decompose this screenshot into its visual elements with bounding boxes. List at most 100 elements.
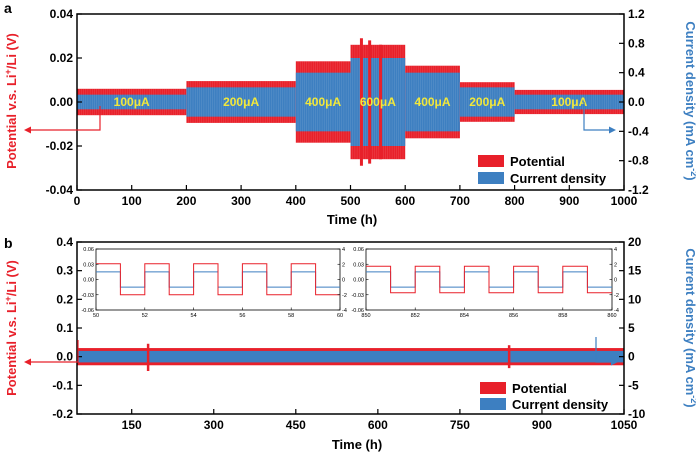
inset-0-y-right-tick-label-3: -2 <box>342 293 347 299</box>
inset-1-y-left-tick-label-4: -0.06 <box>351 308 364 314</box>
panel-a-x-tick-label-3: 300 <box>231 194 251 208</box>
inset-1-x-tick-label-4: 858 <box>558 313 567 319</box>
panel-a-letter: a <box>4 0 12 16</box>
inset-0-potential-line <box>96 263 340 296</box>
inset-0-y-left-tick-label-1: 0.03 <box>83 262 94 268</box>
panel-b-letter: b <box>4 235 13 251</box>
panel-a-x-tick-label-6: 600 <box>395 194 415 208</box>
inset-1-x-tick-label-5: 860 <box>607 313 616 319</box>
inset-0-x-tick-label-2: 54 <box>191 313 197 319</box>
panel-a-current-band-3 <box>350 58 406 146</box>
panel-a-segment-label-1: 200μA <box>223 95 259 109</box>
inset-1-y-left-tick-label-3: -0.03 <box>351 293 364 299</box>
panel-b-legend-potential-label: Potential <box>512 381 567 396</box>
panel-a-x-tick-label-7: 700 <box>450 194 470 208</box>
panel-a-cycle-lines-1 <box>186 81 294 123</box>
panel-a-current-band-1 <box>186 87 296 117</box>
inset-0-x-tick-label-4: 58 <box>288 313 294 319</box>
panel-b-x-axis-title: Time (h) <box>332 437 382 452</box>
panel-b-y-right-tick-label-2: 0 <box>628 350 635 364</box>
panel-a-segment-label-5: 200μA <box>469 95 505 109</box>
inset-1: 850 852 854 856 858 860 0.06 0.03 0.00 -0.03 -0.06… <box>351 247 618 319</box>
panel-a-segment-label-3: 600μA <box>360 95 396 109</box>
panel-b-y-left-tick-label-2: 0.0 <box>56 350 73 364</box>
panel-b-y-right-tick-label-4: 10 <box>628 292 642 306</box>
panel-b-axes: 150 300 450 600 750 900 1050-0.2-0.10.00.10.20… <box>52 235 645 432</box>
panel-a-y-left-tick-label-4: 0.04 <box>50 7 74 21</box>
panel-b-right-arrowhead <box>611 358 618 366</box>
inset-0-x-tick-label-1: 52 <box>142 313 148 319</box>
panel-b-y-right-tick-label-5: 15 <box>628 264 642 278</box>
panel-a-legend-potential-label: Potential <box>510 154 565 169</box>
panel-a-x-tick-label-9: 900 <box>559 194 579 208</box>
panel-b-arrows <box>24 337 618 366</box>
panel-b-x-tick-label-1: 300 <box>204 418 224 432</box>
panel-a-x-tick-label-1: 100 <box>122 194 142 208</box>
panel-b-y-right-tick-label-6: 20 <box>628 235 642 249</box>
panel-a-y-left-tick-label-0: -0.04 <box>46 183 74 197</box>
inset-0-y-right-tick-label-2: 0 <box>342 278 345 284</box>
panel-a-arrows <box>24 102 616 134</box>
panel-b-y-left-tick-label-1: -0.1 <box>52 378 73 392</box>
panel-b-y-right-tick-label-3: 5 <box>628 321 635 335</box>
panel-a-current-band-2 <box>295 72 351 132</box>
panel-b-left-arrowhead <box>24 358 31 366</box>
panel-a-current-band-4 <box>405 72 460 132</box>
panel-b-y-right-tick-label-0: -10 <box>628 407 646 421</box>
inset-1-y-left-tick-label-0: 0.06 <box>353 247 364 253</box>
inset-1-y-left-tick-label-1: 0.03 <box>353 262 364 268</box>
panel-b: 150 300 450 600 750 900 1050-0.2-0.10.00.10.20… <box>3 235 696 452</box>
panel-b-left-arrow <box>30 340 79 363</box>
panel-a-left-axis-title: Potential v.s. Li+/Li (V) <box>3 33 19 169</box>
inset-0-y-left-tick-label-4: -0.06 <box>81 308 94 314</box>
panel-b-insets: 50 52 54 56 58 600.060.030.00-0.03-0.06420-2-… <box>81 247 618 319</box>
inset-0-x-tick-label-3: 56 <box>239 313 245 319</box>
inset-1-y-right-tick-label-4: -4 <box>614 308 619 314</box>
panel-a: 0 100 200 300 400 500 600 700 800 900 1000 -0.04 -0.… <box>3 7 696 227</box>
panel-a-current-band-0 <box>77 94 187 110</box>
panel-a-y-left-tick-label-1: -0.02 <box>46 139 74 153</box>
panel-a-cycle-lines-5 <box>459 82 513 122</box>
inset-1-potential-line <box>366 265 612 294</box>
inset-1-y-right-tick-label-3: -2 <box>614 293 619 299</box>
inset-1-x-tick-label-3: 856 <box>509 313 518 319</box>
panel-b-right-axis-title: Current density (mA cm-2) <box>683 248 696 407</box>
panel-b-y-left-tick-label-5: 0.3 <box>56 264 73 278</box>
panel-a-left-arrowhead <box>24 126 31 134</box>
panel-a-x-tick-label-5: 500 <box>340 194 360 208</box>
panel-a-legend-current-swatch <box>478 172 504 184</box>
inset-1-x-tick-label-0: 850 <box>361 313 370 319</box>
inset-0-y-left-tick-label-3: -0.03 <box>81 293 94 299</box>
inset-1-y-right-tick-label-0: 4 <box>614 247 617 253</box>
inset-0-x-tick-label-0: 50 <box>93 313 99 319</box>
panel-a-y-right-tick-label-4: 0.4 <box>628 66 645 80</box>
panel-a-right-arrow <box>583 102 610 131</box>
panel-b-legend-potential-swatch <box>480 382 506 394</box>
panel-b-legend-current-swatch <box>480 398 506 410</box>
inset-1-y-left-tick-label-2: 0.00 <box>353 278 364 284</box>
panel-a-segment-label-6: 100μA <box>551 95 587 109</box>
panel-b-x-tick-label-4: 750 <box>450 418 470 432</box>
panel-b-right-arrow <box>595 337 612 363</box>
panel-a-segment-labels: 100μA 200μA 400μA 600μA 400μA 200μA 100μA <box>114 95 588 109</box>
panel-a-y-left-tick-label-2: 0.00 <box>50 95 74 109</box>
panel-a-cycle-lines-2 <box>295 61 349 143</box>
panel-a-axes: 0 100 200 300 400 500 600 700 800 900 1000 -0.04 -0.… <box>46 7 649 208</box>
panel-b-left-axis-title: Potential v.s. Li+/Li (V) <box>3 260 19 396</box>
panel-b-current-band <box>77 350 624 363</box>
panel-a-x-tick-label-0: 0 <box>74 194 81 208</box>
panel-b-x-tick-label-5: 900 <box>532 418 552 432</box>
panel-b-x-tick-label-6: 1050 <box>611 418 638 432</box>
inset-0-y-left-tick-label-0: 0.06 <box>83 247 94 253</box>
panel-a-cycle-lines-4 <box>404 65 458 139</box>
panel-a-cycle-lines-6 <box>514 89 623 115</box>
panel-b-y-left-tick-label-3: 0.1 <box>56 321 73 335</box>
panel-a-x-tick-label-10: 1000 <box>611 194 638 208</box>
inset-1-y-right-tick-label-2: 0 <box>614 278 617 284</box>
panel-a-segment-label-0: 100μA <box>114 95 150 109</box>
panel-b-x-tick-label-2: 450 <box>286 418 306 432</box>
panel-b-x-tick-label-3: 600 <box>368 418 388 432</box>
panel-b-y-left-tick-label-4: 0.2 <box>56 292 73 306</box>
